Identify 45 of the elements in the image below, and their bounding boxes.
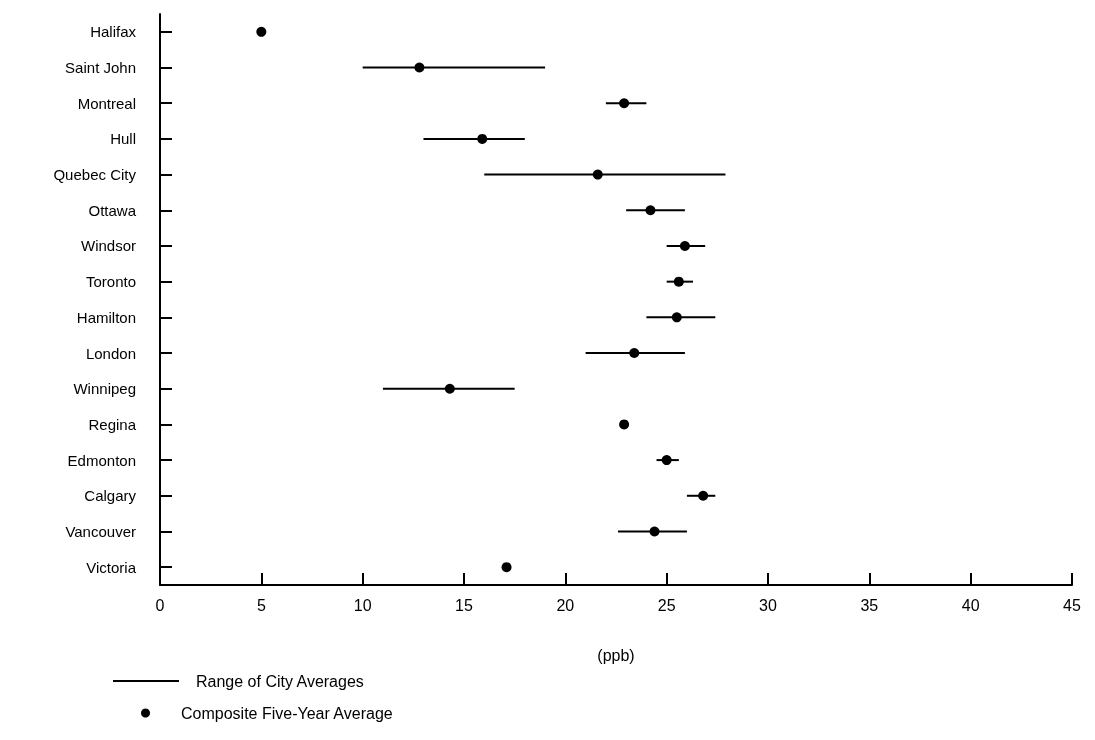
- y-tick-label: London: [85, 344, 136, 362]
- y-tick-label: Windsor: [80, 237, 136, 255]
- point: [619, 419, 630, 430]
- y-tick-label: Vancouver: [65, 522, 136, 540]
- point: [679, 240, 690, 251]
- point: [414, 62, 425, 73]
- x-tick-label: 5: [256, 596, 266, 614]
- y-tick-label: Montreal: [77, 94, 136, 112]
- y-tick-label: Saint John: [65, 59, 136, 77]
- x-tick-label: 30: [759, 596, 777, 614]
- point: [661, 455, 672, 466]
- point: [592, 169, 603, 180]
- x-axis-title: (ppb): [597, 646, 635, 664]
- x-tick-label: 10: [353, 596, 372, 614]
- y-tick-label: Calgary: [84, 487, 137, 505]
- y-tick-label: Regina: [88, 415, 137, 433]
- x-tick-label: 20: [556, 596, 575, 614]
- x-tick-label: 0: [155, 596, 165, 614]
- point: [256, 26, 267, 37]
- y-tick-label: Hamilton: [76, 308, 136, 326]
- x-tick-label: 15: [455, 596, 473, 614]
- y-tick-label: Hull: [110, 130, 136, 148]
- y-tick-label: Quebec City: [53, 166, 137, 184]
- point: [629, 348, 640, 359]
- point: [673, 276, 684, 287]
- point: [501, 562, 512, 573]
- y-tick-label: Edmonton: [67, 451, 136, 469]
- legend-label: Composite Five-Year Average: [181, 704, 393, 722]
- point: [444, 383, 455, 394]
- y-tick-label: Toronto: [85, 273, 136, 291]
- point: [477, 133, 488, 144]
- text: Range of City Averages: [196, 672, 364, 690]
- x-tick-label: 25: [657, 596, 676, 614]
- x-tick-label: 35: [860, 596, 879, 614]
- y-tick-label: Halifax: [90, 23, 137, 41]
- point: [649, 526, 660, 537]
- x-tick-label: 45: [1063, 596, 1081, 614]
- point: [619, 98, 630, 109]
- point: [671, 312, 682, 323]
- y-tick-label: Winnipeg: [73, 380, 136, 398]
- x-tick-label: 40: [961, 596, 980, 614]
- y-tick-label: Victoria: [86, 558, 137, 576]
- y-tick-label: Ottawa: [88, 201, 137, 219]
- point: [645, 205, 656, 216]
- point: [698, 490, 709, 501]
